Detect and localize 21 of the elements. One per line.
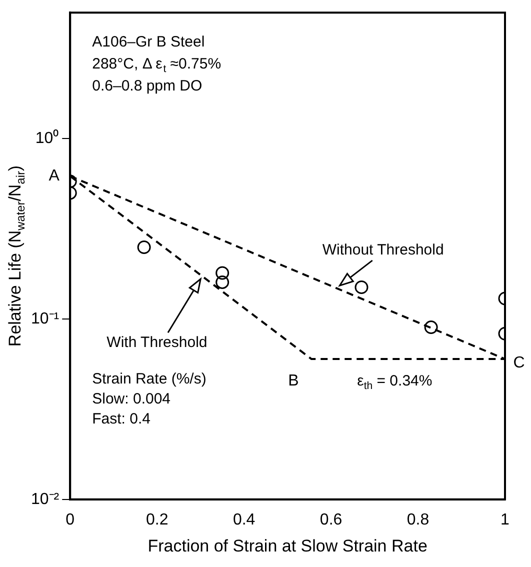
- x-tick-label: 0.4: [232, 511, 256, 528]
- x-tick-label: 0.8: [406, 511, 430, 528]
- y-tick-label: 10⁻¹: [31, 310, 60, 328]
- y-tick-label: 10⁰: [35, 129, 60, 148]
- annotation: Fast: 0.4: [92, 410, 150, 428]
- annotation: 0.6–0.8 ppm DO: [92, 78, 202, 95]
- x-tick-label: 0.6: [320, 511, 342, 528]
- annotation: Strain Rate (%/s): [92, 370, 206, 388]
- x-tick-label: 0: [66, 511, 75, 528]
- series-label: Without Threshold: [322, 242, 444, 259]
- annotation: Slow: 0.004: [92, 390, 171, 408]
- annotation: A106–Gr B Steel: [92, 34, 205, 51]
- x-axis-title: Fraction of Strain at Slow Strain Rate: [148, 536, 428, 556]
- x-tick-label: 1: [500, 511, 510, 528]
- x-tick-label: 0.2: [146, 511, 168, 528]
- y-axis-title: Relative Life (Nwater/Nair): [6, 165, 28, 347]
- annotation: C: [513, 354, 525, 372]
- annotation: B: [288, 372, 299, 390]
- text: With Threshold: [106, 334, 208, 351]
- y-tick-label: 10⁻²: [31, 490, 60, 508]
- annotation: A: [48, 168, 60, 185]
